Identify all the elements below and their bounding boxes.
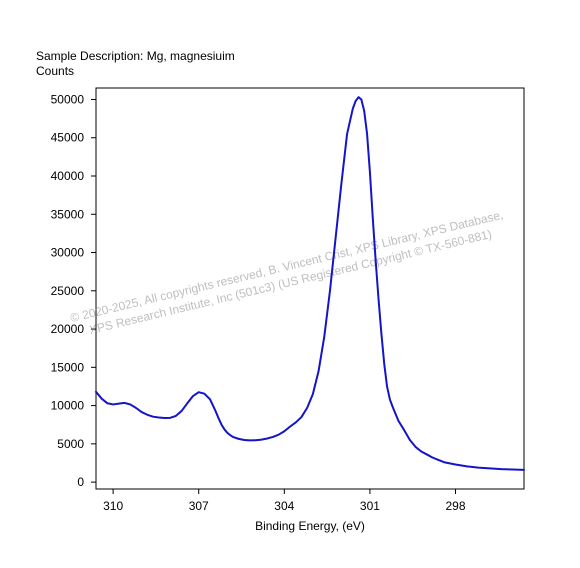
y-tick-label: 15000: [51, 360, 85, 374]
x-tick-label: 304: [274, 499, 294, 513]
y-tick-label: 30000: [51, 246, 85, 260]
y-tick-label: 40000: [51, 169, 85, 183]
y-axis-label: Counts: [36, 64, 74, 78]
x-tick-label: 301: [360, 499, 380, 513]
watermark-line-1: © 2020-2025, All copyrights reserved, B.…: [69, 208, 505, 325]
x-tick-label: 307: [189, 499, 209, 513]
x-tick-label: 310: [103, 499, 123, 513]
watermark: © 2020-2025, All copyrights reserved, B.…: [69, 208, 505, 337]
spectrum-line: [95, 96, 525, 471]
y-axis: 0 5000 10000 15000 20000 25000 30000 35000 40000…: [51, 92, 96, 489]
y-tick-label: 35000: [51, 207, 85, 221]
y-tick-label: 5000: [57, 437, 84, 451]
y-tick-label: 10000: [51, 399, 85, 413]
y-tick-label: 0: [77, 475, 84, 489]
watermark-line-2: XPS Research Institute, Inc (501c3) (US …: [88, 227, 493, 337]
y-tick-label: 20000: [51, 322, 85, 336]
x-axis-label: Binding Energy, (eV): [255, 519, 365, 533]
plot-frame: [95, 87, 525, 490]
y-tick-label: 50000: [51, 92, 85, 106]
y-tick-label: 45000: [51, 131, 85, 145]
x-axis: 310 307 304 301 298: [103, 489, 466, 513]
sample-description: Sample Description: Mg, magnesiuim: [36, 49, 235, 63]
y-tick-label: 25000: [51, 284, 85, 298]
x-tick-label: 298: [446, 499, 466, 513]
